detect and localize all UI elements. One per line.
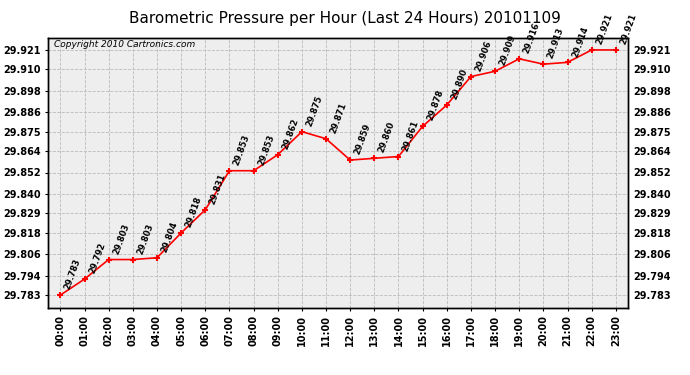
- Text: 29.861: 29.861: [402, 119, 421, 152]
- Text: 29.913: 29.913: [546, 27, 566, 60]
- Text: 29.831: 29.831: [208, 172, 228, 206]
- Text: 29.803: 29.803: [112, 222, 131, 255]
- Text: Copyright 2010 Cartronics.com: Copyright 2010 Cartronics.com: [54, 40, 195, 49]
- Text: 29.783: 29.783: [63, 258, 83, 291]
- Text: 29.914: 29.914: [571, 25, 590, 58]
- Text: 29.803: 29.803: [136, 222, 155, 255]
- Text: 29.878: 29.878: [426, 89, 445, 122]
- Text: 29.804: 29.804: [160, 220, 179, 254]
- Text: 29.916: 29.916: [522, 21, 542, 55]
- Text: 29.853: 29.853: [233, 133, 252, 166]
- Text: 29.818: 29.818: [184, 195, 204, 229]
- Text: 29.906: 29.906: [474, 39, 493, 72]
- Text: 29.921: 29.921: [619, 12, 638, 46]
- Text: 29.871: 29.871: [329, 101, 348, 135]
- Text: 29.875: 29.875: [305, 94, 324, 128]
- Text: 29.792: 29.792: [88, 242, 107, 275]
- Text: 29.862: 29.862: [281, 117, 300, 151]
- Text: 29.853: 29.853: [257, 133, 276, 166]
- Text: 29.859: 29.859: [353, 123, 373, 156]
- Text: 29.860: 29.860: [377, 121, 397, 154]
- Text: 29.890: 29.890: [450, 68, 469, 101]
- Text: 29.921: 29.921: [595, 12, 614, 46]
- Text: Barometric Pressure per Hour (Last 24 Hours) 20101109: Barometric Pressure per Hour (Last 24 Ho…: [129, 11, 561, 26]
- Text: 29.909: 29.909: [498, 34, 518, 67]
